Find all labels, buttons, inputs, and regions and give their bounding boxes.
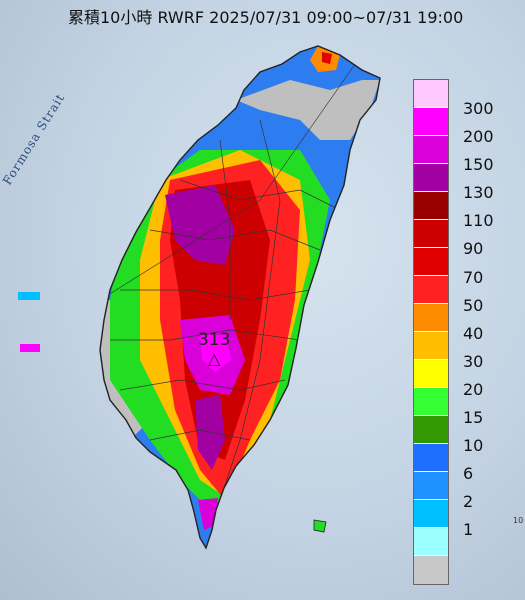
rain-130mm-zone-south (195, 395, 225, 470)
legend-label: 20 (463, 379, 484, 399)
legend-swatch (414, 472, 448, 500)
legend-swatch (414, 136, 448, 164)
legend-swatch (414, 192, 448, 220)
legend-swatch (414, 80, 448, 108)
legend-swatch (414, 164, 448, 192)
legend-swatch (414, 528, 448, 556)
legend-swatch (414, 360, 448, 388)
legend-label: 150 (463, 155, 494, 175)
color-legend (413, 79, 449, 585)
legend-label: 130 (463, 183, 494, 203)
county-boundaries (110, 119, 341, 501)
legend-swatch (414, 444, 448, 472)
north-dry-zone (236, 80, 380, 140)
legend-label: 300 (463, 99, 494, 118)
legend-swatch (414, 416, 448, 444)
peak-rainfall-value: 313 (198, 330, 231, 350)
legend-swatch (414, 500, 448, 528)
legend-swatch (414, 556, 448, 584)
legend-label: 90 (463, 239, 484, 259)
legend-label: 200 (463, 127, 494, 147)
legend-labels: 300 200 150 130 110 90 70 50 40 30 20 15 10 6 2 1 (463, 95, 494, 545)
rain-130mm-zone-north (165, 185, 235, 265)
legend-label: 40 (463, 323, 484, 343)
taiwan-coastline (99, 45, 381, 550)
legend-label: 6 (463, 464, 474, 484)
legend-label: 50 (463, 295, 484, 315)
legend-label: 15 (463, 408, 484, 428)
legend-label: 2 (463, 492, 474, 512)
legend-swatch (414, 276, 448, 304)
legend-swatch (414, 248, 448, 276)
northern-tip-core (322, 52, 332, 64)
legend-swatch (414, 108, 448, 136)
legend-label: 10 (463, 436, 484, 456)
corner-mark: 10 (513, 516, 524, 525)
map-title: 累積10小時 RWRF 2025/07/31 09:00~07/31 19:00 (68, 8, 464, 27)
legend-label: 110 (463, 211, 494, 231)
legend-label: 1 (463, 520, 474, 540)
legend-swatch (414, 332, 448, 360)
legend-label: 70 (463, 267, 484, 287)
legend-label: 30 (463, 351, 484, 371)
legend-swatch (414, 388, 448, 416)
legend-swatch (414, 220, 448, 248)
penghu-islands (18, 292, 40, 300)
rain-200mm-zone (200, 335, 232, 372)
green-island (313, 519, 327, 533)
legend-swatch (414, 304, 448, 332)
peak-location-triangle-icon: △ (208, 349, 221, 368)
penghu-south-islands (20, 344, 40, 352)
